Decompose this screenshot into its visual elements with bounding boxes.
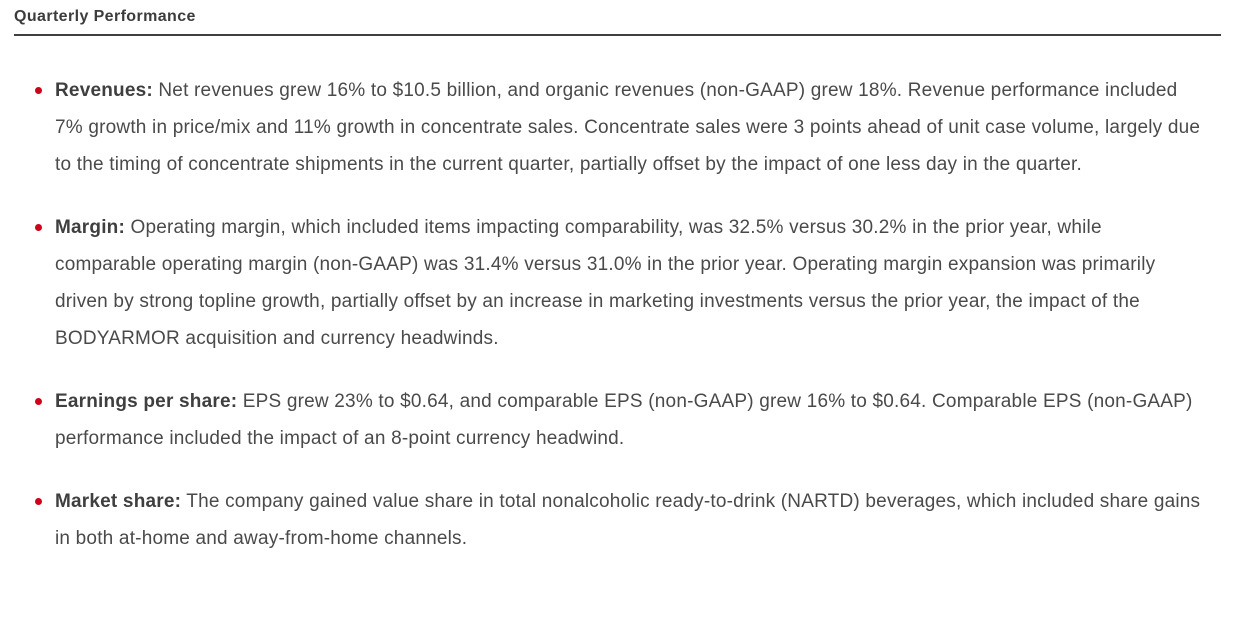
bullet-label: Earnings per share: xyxy=(55,391,238,412)
bullet-label: Revenues: xyxy=(55,80,153,101)
bullet-body: The company gained value share in total … xyxy=(55,491,1201,549)
bullet-text: Revenues: Net revenues grew 16% to $10.5… xyxy=(55,72,1205,183)
bullet-text: Market share: The company gained value s… xyxy=(55,483,1205,557)
bullet-icon xyxy=(35,398,42,405)
bullet-icon xyxy=(35,87,42,94)
bullet-icon xyxy=(35,498,42,505)
bullet-icon xyxy=(35,224,42,231)
section-title: Quarterly Performance xyxy=(14,8,196,25)
list-item-earnings-per-share: Earnings per share: EPS grew 23% to $0.6… xyxy=(35,383,1205,457)
bullet-body: Operating margin, which included items i… xyxy=(55,217,1156,349)
bullet-body: EPS grew 23% to $0.64, and comparable EP… xyxy=(55,391,1193,449)
list-item-market-share: Market share: The company gained value s… xyxy=(35,483,1205,557)
bullet-label: Margin: xyxy=(55,217,126,238)
bullet-text: Margin: Operating margin, which included… xyxy=(55,209,1205,357)
list-item-margin: Margin: Operating margin, which included… xyxy=(35,209,1205,357)
bullet-label: Market share: xyxy=(55,491,182,512)
bullet-body: Net revenues grew 16% to $10.5 billion, … xyxy=(55,80,1201,175)
section-header: Quarterly Performance xyxy=(14,8,1221,36)
bullet-text: Earnings per share: EPS grew 23% to $0.6… xyxy=(55,383,1205,457)
bullet-list: Revenues: Net revenues grew 16% to $10.5… xyxy=(35,72,1221,557)
list-item-revenues: Revenues: Net revenues grew 16% to $10.5… xyxy=(35,72,1205,183)
